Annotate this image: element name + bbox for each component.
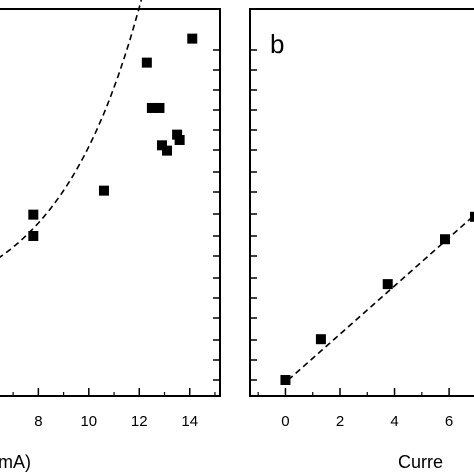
data-point [156, 140, 167, 151]
panel-a-frame [0, 8, 221, 397]
panel-b-x-axis-title: Curre [398, 452, 443, 472]
panel-b-ticks [250, 49, 450, 396]
data-point [146, 102, 157, 113]
panel-b: 0 2 4 6 b Curre [249, 8, 474, 472]
x-tick-label: 6 [445, 413, 453, 430]
panel-a-points [28, 33, 198, 241]
data-point [154, 102, 165, 113]
panel-b-label: b [270, 29, 284, 59]
panel-b-tick-labels: 0 2 4 6 [281, 413, 453, 430]
data-point [98, 185, 109, 196]
data-point [172, 129, 183, 140]
panel-a-tick-labels: 8 10 12 14 [34, 413, 198, 430]
data-point [187, 33, 198, 44]
x-tick-label: 14 [181, 413, 198, 430]
data-point [28, 209, 39, 220]
data-point [315, 334, 326, 345]
data-point [280, 375, 291, 385]
x-tick-label: 8 [34, 413, 42, 430]
x-tick-label: 12 [131, 413, 148, 430]
panel-a: 8 10 12 14 mA) [0, 0, 221, 472]
panel-a-x-axis-title: mA) [0, 452, 31, 472]
panel-a-ticks [12, 49, 220, 396]
data-point [440, 234, 450, 245]
data-point [28, 230, 39, 241]
x-tick-label: 10 [80, 413, 97, 430]
panel-b-frame [249, 8, 474, 397]
panel-a-fit-curve [0, 0, 143, 259]
panel-b-points [280, 211, 474, 385]
data-point [174, 134, 185, 145]
data-point [382, 279, 393, 290]
data-point [470, 211, 474, 222]
x-tick-label: 0 [281, 413, 289, 430]
x-tick-label: 4 [390, 413, 398, 430]
x-tick-label: 2 [336, 413, 344, 430]
data-point [162, 145, 173, 156]
data-point [141, 57, 152, 68]
